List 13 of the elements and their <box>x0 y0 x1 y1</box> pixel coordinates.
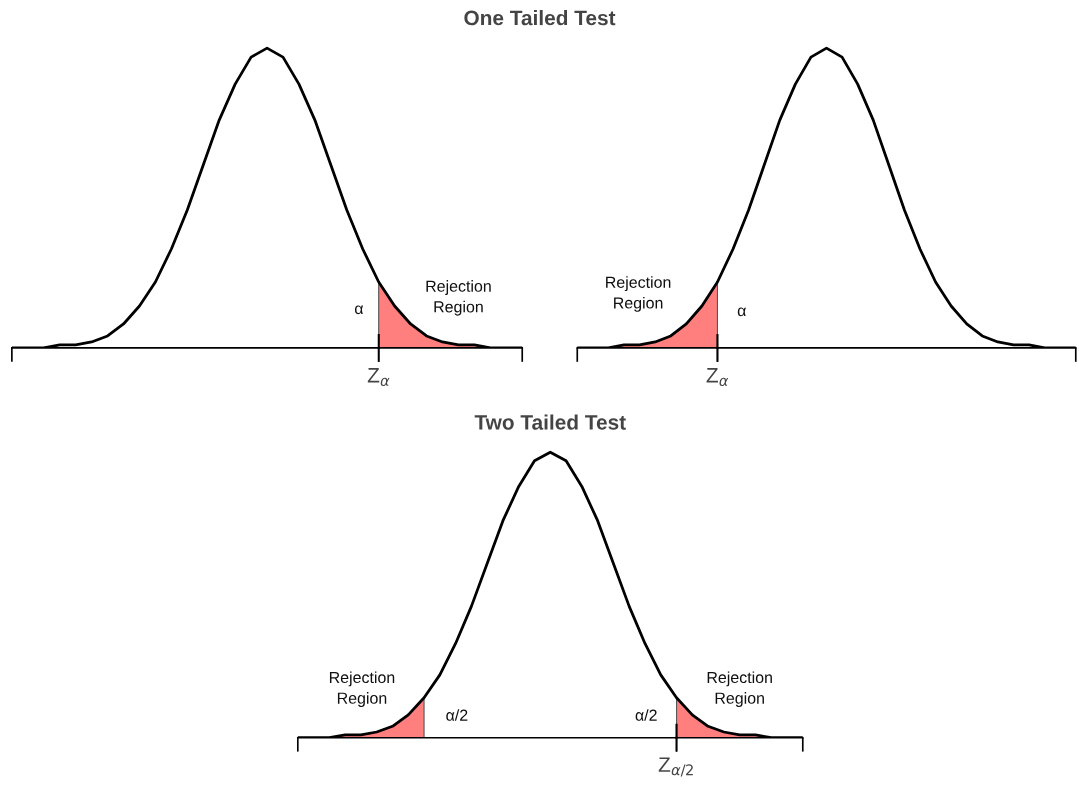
text: Z$_{α/2}$ <box>658 757 693 777</box>
annotation: α/2 <box>446 709 468 721</box>
text: Z$_{α}$ <box>367 368 390 387</box>
annotation: Rejection Region <box>329 671 395 707</box>
chart-title: Two Tailed Test <box>474 414 626 430</box>
annotation: α/2 <box>635 709 657 721</box>
annotation: Rejection Region <box>426 280 491 316</box>
annotation: Rejection Region <box>707 671 772 707</box>
annotation: Rejection Region <box>606 276 671 312</box>
annotation: α <box>354 305 364 315</box>
text: Z$_{α}$ <box>706 368 729 387</box>
chart-title: One Tailed Test <box>464 10 616 26</box>
annotation: α <box>737 307 746 317</box>
